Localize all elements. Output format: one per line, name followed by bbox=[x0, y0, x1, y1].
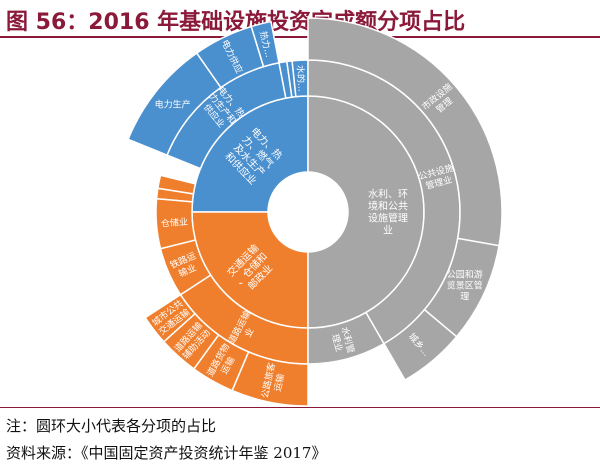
chart-note: 注：圆环大小代表各分项的占比 bbox=[6, 417, 217, 435]
middle-ring-segment bbox=[157, 174, 197, 195]
outer-label: 公园和游览景区管理 bbox=[447, 268, 483, 302]
chart-source: 资料来源：《中国固定资产投资统计年鉴 2017》 bbox=[6, 444, 327, 462]
outer-label: 电力生产 bbox=[155, 98, 191, 110]
outer-ring-segment bbox=[250, 20, 280, 68]
middle-ring-segment bbox=[159, 239, 212, 296]
footer-divider bbox=[0, 407, 600, 408]
middle-ring-segment bbox=[155, 197, 197, 250]
outer-ring-segment bbox=[144, 293, 197, 343]
outer-ring-segment bbox=[192, 333, 250, 392]
inner-label-water: 水利、环境和公共设施管理业 bbox=[368, 189, 408, 237]
title-divider bbox=[0, 36, 600, 38]
outer-ring-segment bbox=[231, 350, 309, 407]
outer-ring-segment bbox=[162, 312, 220, 370]
middle-label: 水的... bbox=[294, 65, 307, 92]
page-title: 图 56：2016 年基础设施投资完成额分项占比 bbox=[6, 10, 466, 35]
outer-ring-segment bbox=[382, 308, 458, 382]
middle-ring-segment bbox=[307, 311, 386, 365]
middle-label: 仓储业 bbox=[160, 216, 188, 230]
